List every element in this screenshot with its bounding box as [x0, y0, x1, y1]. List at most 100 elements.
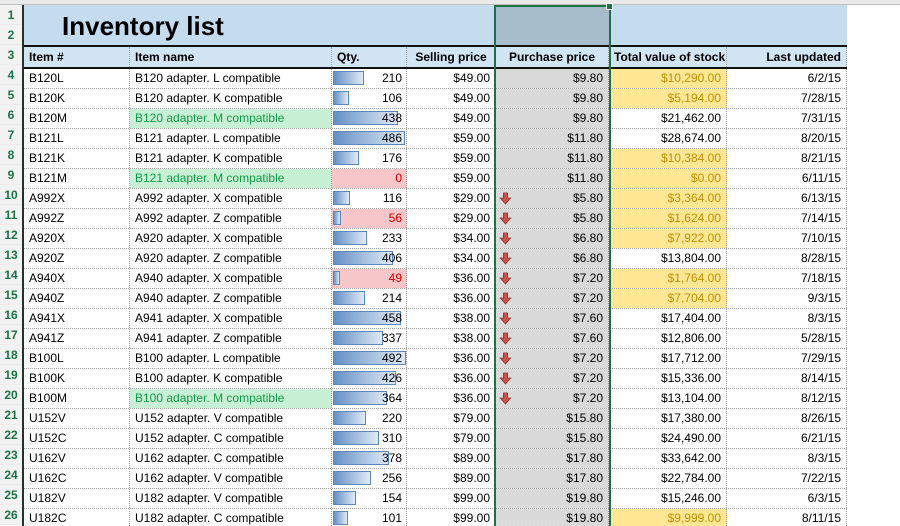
cell-qty[interactable]: 116	[332, 189, 407, 208]
cell-last-updated[interactable]: 7/18/15	[727, 269, 847, 288]
cell-purchase-price[interactable]: $19.80	[496, 509, 609, 526]
cell-total-value[interactable]: $22,784.00	[609, 469, 727, 488]
cell-selling-price[interactable]: $36.00	[407, 269, 496, 288]
cell-purchase-price[interactable]: $5.80	[496, 189, 609, 208]
cell-qty[interactable]: 154	[332, 489, 407, 508]
cell-item-name[interactable]: U152 adapter. C compatible	[130, 429, 332, 448]
row-header-11[interactable]: 11	[0, 205, 22, 225]
cell-last-updated[interactable]: 7/22/15	[727, 469, 847, 488]
column-header-item[interactable]: Item #	[24, 47, 130, 67]
cell-last-updated[interactable]: 7/29/15	[727, 349, 847, 368]
cell-selling-price[interactable]: $38.00	[407, 329, 496, 348]
cell-purchase-price[interactable]: $6.80	[496, 229, 609, 248]
cell-item-name[interactable]: A941 adapter. Z compatible	[130, 329, 332, 348]
cell-item-number[interactable]: B121L	[24, 129, 130, 148]
cell-item-name[interactable]: U152 adapter. V compatible	[130, 409, 332, 428]
cell-qty[interactable]: 0	[332, 169, 407, 188]
cell-purchase-price[interactable]: $17.80	[496, 449, 609, 468]
cell-purchase-price[interactable]: $7.60	[496, 329, 609, 348]
cell-last-updated[interactable]: 7/10/15	[727, 229, 847, 248]
cell-last-updated[interactable]: 8/20/15	[727, 129, 847, 148]
cell-purchase-price[interactable]: $5.80	[496, 209, 609, 228]
row-header-26[interactable]: 26	[0, 505, 22, 525]
cell-item-name[interactable]: B120 adapter. L compatible	[130, 69, 332, 88]
cell-purchase-price[interactable]: $7.60	[496, 309, 609, 328]
cell-purchase-price[interactable]: $7.20	[496, 389, 609, 408]
cell-item-name[interactable]: B121 adapter. L compatible	[130, 129, 332, 148]
cell-total-value[interactable]: $7,922.00	[609, 229, 727, 248]
row-header-8[interactable]: 8	[0, 145, 22, 165]
cell-purchase-price[interactable]: $9.80	[496, 69, 609, 88]
cell-last-updated[interactable]: 6/2/15	[727, 69, 847, 88]
cell-total-value[interactable]: $3,364.00	[609, 189, 727, 208]
cell-item-name[interactable]: U182 adapter. C compatible	[130, 509, 332, 526]
cell-qty[interactable]: 233	[332, 229, 407, 248]
cell-item-number[interactable]: A992X	[24, 189, 130, 208]
cell-selling-price[interactable]: $89.00	[407, 449, 496, 468]
cell-purchase-price[interactable]: $11.80	[496, 169, 609, 188]
cell-last-updated[interactable]: 8/28/15	[727, 249, 847, 268]
cell-total-value[interactable]: $1,764.00	[609, 269, 727, 288]
row-header-1[interactable]: 1	[0, 5, 22, 25]
cell-item-number[interactable]: B121M	[24, 169, 130, 188]
row-header-23[interactable]: 23	[0, 445, 22, 465]
row-header-17[interactable]: 17	[0, 325, 22, 345]
cell-qty[interactable]: 378	[332, 449, 407, 468]
column-header-buy[interactable]: Purchase price	[496, 47, 609, 67]
row-header-13[interactable]: 13	[0, 245, 22, 265]
cell-selling-price[interactable]: $29.00	[407, 209, 496, 228]
cell-purchase-price[interactable]: $11.80	[496, 129, 609, 148]
cell-last-updated[interactable]: 9/3/15	[727, 289, 847, 308]
cell-item-name[interactable]: B120 adapter. M compatible	[130, 109, 332, 128]
cell-qty[interactable]: 364	[332, 389, 407, 408]
cell-last-updated[interactable]: 7/14/15	[727, 209, 847, 228]
cell-selling-price[interactable]: $99.00	[407, 509, 496, 526]
cell-item-number[interactable]: B120M	[24, 109, 130, 128]
cell-item-number[interactable]: A920X	[24, 229, 130, 248]
cell-last-updated[interactable]: 8/3/15	[727, 449, 847, 468]
cell-total-value[interactable]: $13,804.00	[609, 249, 727, 268]
column-header-updated[interactable]: Last updated	[727, 47, 847, 67]
cell-purchase-price[interactable]: $9.80	[496, 109, 609, 128]
row-header-18[interactable]: 18	[0, 345, 22, 365]
row-header-7[interactable]: 7	[0, 125, 22, 145]
cell-item-number[interactable]: A941X	[24, 309, 130, 328]
cell-item-name[interactable]: B100 adapter. K compatible	[130, 369, 332, 388]
cell-total-value[interactable]: $1,624.00	[609, 209, 727, 228]
row-header-10[interactable]: 10	[0, 185, 22, 205]
cell-total-value[interactable]: $12,806.00	[609, 329, 727, 348]
cell-item-number[interactable]: B100M	[24, 389, 130, 408]
cell-item-name[interactable]: B100 adapter. M compatible	[130, 389, 332, 408]
cell-total-value[interactable]: $13,104.00	[609, 389, 727, 408]
cell-total-value[interactable]: $28,674.00	[609, 129, 727, 148]
cell-item-number[interactable]: A940X	[24, 269, 130, 288]
cell-selling-price[interactable]: $36.00	[407, 369, 496, 388]
selection-fill-handle[interactable]	[606, 3, 613, 10]
cell-qty[interactable]: 256	[332, 469, 407, 488]
cell-total-value[interactable]: $24,490.00	[609, 429, 727, 448]
cell-selling-price[interactable]: $49.00	[407, 109, 496, 128]
cell-total-value[interactable]: $7,704.00	[609, 289, 727, 308]
cell-last-updated[interactable]: 7/31/15	[727, 109, 847, 128]
cell-purchase-price[interactable]: $11.80	[496, 149, 609, 168]
cell-qty[interactable]: 220	[332, 409, 407, 428]
cell-qty[interactable]: 101	[332, 509, 407, 526]
cell-purchase-price[interactable]: $7.20	[496, 269, 609, 288]
cell-last-updated[interactable]: 6/21/15	[727, 429, 847, 448]
cell-total-value[interactable]: $9,999.00	[609, 509, 727, 526]
cell-last-updated[interactable]: 6/11/15	[727, 169, 847, 188]
cell-purchase-price[interactable]: $17.80	[496, 469, 609, 488]
cell-last-updated[interactable]: 8/11/15	[727, 509, 847, 526]
cell-purchase-price[interactable]: $15.80	[496, 429, 609, 448]
cell-qty[interactable]: 492	[332, 349, 407, 368]
cell-qty[interactable]: 106	[332, 89, 407, 108]
cell-last-updated[interactable]: 8/26/15	[727, 409, 847, 428]
cell-selling-price[interactable]: $36.00	[407, 389, 496, 408]
cell-item-number[interactable]: A920Z	[24, 249, 130, 268]
cell-selling-price[interactable]: $36.00	[407, 289, 496, 308]
cell-item-name[interactable]: A940 adapter. Z compatible	[130, 289, 332, 308]
cell-qty[interactable]: 458	[332, 309, 407, 328]
cell-qty[interactable]: 49	[332, 269, 407, 288]
cell-purchase-price[interactable]: $6.80	[496, 249, 609, 268]
cell-item-number[interactable]: B100K	[24, 369, 130, 388]
